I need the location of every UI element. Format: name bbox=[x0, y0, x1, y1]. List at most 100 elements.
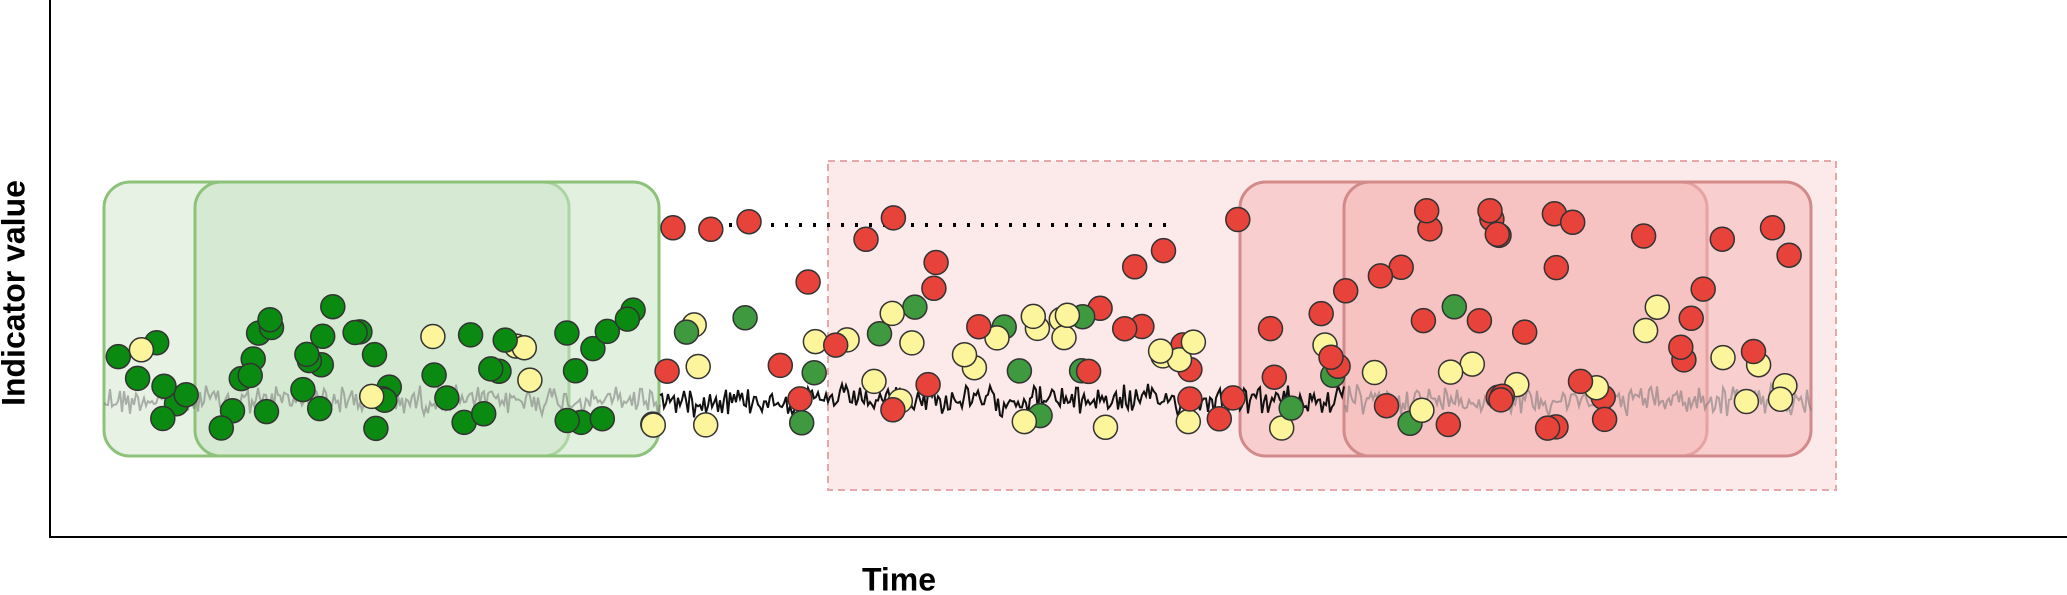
dot bbox=[1630, 223, 1657, 249]
dots bbox=[105, 197, 1802, 442]
dot bbox=[358, 383, 385, 410]
dot bbox=[1534, 415, 1561, 441]
dot bbox=[1011, 408, 1038, 435]
dot bbox=[1733, 388, 1760, 415]
dot bbox=[1477, 197, 1503, 224]
dot bbox=[1373, 392, 1400, 419]
dot bbox=[1668, 334, 1694, 360]
dot bbox=[1413, 197, 1440, 224]
dot bbox=[1020, 303, 1047, 330]
dot bbox=[984, 325, 1010, 351]
dot bbox=[237, 362, 263, 389]
dot bbox=[966, 313, 992, 340]
dot bbox=[1710, 344, 1736, 371]
dot bbox=[1690, 276, 1716, 302]
dot bbox=[1177, 386, 1203, 412]
dot bbox=[253, 398, 280, 425]
dot bbox=[554, 407, 580, 434]
dot bbox=[1678, 305, 1704, 332]
dot bbox=[1543, 254, 1570, 281]
dot bbox=[767, 352, 794, 379]
dot bbox=[736, 208, 762, 235]
dot bbox=[1367, 263, 1394, 289]
dot bbox=[787, 386, 813, 412]
dot bbox=[732, 305, 758, 331]
dot bbox=[1220, 385, 1246, 411]
dot bbox=[654, 358, 680, 384]
dot bbox=[1776, 242, 1802, 268]
dot bbox=[692, 412, 719, 438]
dot bbox=[923, 249, 949, 276]
dot bbox=[902, 294, 928, 320]
dot bbox=[1051, 324, 1077, 351]
dot bbox=[1075, 358, 1102, 385]
dot bbox=[1092, 414, 1119, 441]
dot bbox=[1409, 397, 1435, 424]
dot bbox=[342, 319, 368, 346]
dot bbox=[788, 410, 815, 436]
dot bbox=[589, 405, 616, 432]
dot bbox=[208, 415, 235, 441]
dot bbox=[853, 226, 879, 253]
dot bbox=[880, 397, 906, 423]
dot bbox=[1740, 338, 1767, 365]
dot bbox=[1644, 294, 1671, 320]
dot bbox=[1111, 315, 1138, 342]
dot bbox=[420, 323, 446, 350]
dot bbox=[698, 216, 724, 243]
dot bbox=[320, 293, 346, 320]
dot bbox=[1332, 278, 1359, 304]
dot bbox=[1441, 294, 1468, 320]
dot bbox=[470, 401, 497, 427]
dot bbox=[1054, 302, 1081, 329]
dot bbox=[640, 412, 667, 438]
dot bbox=[1121, 254, 1148, 280]
dot bbox=[306, 395, 333, 422]
red-window bbox=[1342, 180, 1813, 458]
dot bbox=[1150, 237, 1177, 264]
dot bbox=[434, 385, 460, 411]
dot bbox=[492, 327, 518, 353]
dot bbox=[1488, 387, 1514, 413]
dot bbox=[951, 341, 978, 368]
dot bbox=[801, 359, 827, 386]
dot bbox=[105, 343, 132, 370]
dot bbox=[1206, 406, 1233, 432]
dot bbox=[1437, 359, 1464, 385]
dot bbox=[1632, 317, 1659, 344]
dot bbox=[124, 365, 151, 392]
dot bbox=[1767, 386, 1794, 412]
dot bbox=[1484, 221, 1511, 248]
dot bbox=[1180, 329, 1207, 355]
x-axis-label: Time bbox=[862, 561, 936, 595]
dot bbox=[150, 405, 176, 432]
dot bbox=[363, 415, 389, 442]
dot bbox=[1308, 300, 1334, 327]
dot bbox=[457, 322, 484, 348]
dot bbox=[1591, 406, 1618, 433]
dot bbox=[294, 341, 320, 368]
dot bbox=[1567, 368, 1594, 395]
dot bbox=[1511, 319, 1538, 345]
dot bbox=[1759, 215, 1786, 241]
dot bbox=[594, 318, 621, 345]
dot bbox=[1257, 315, 1284, 342]
dot bbox=[478, 356, 504, 382]
dot bbox=[1709, 226, 1736, 252]
dot bbox=[1559, 209, 1586, 236]
dot bbox=[861, 368, 887, 395]
dot bbox=[554, 320, 580, 346]
dot bbox=[562, 358, 589, 384]
dot bbox=[673, 319, 700, 345]
dot bbox=[1147, 338, 1174, 364]
dot bbox=[915, 371, 941, 398]
dot bbox=[361, 341, 388, 368]
dot bbox=[1318, 344, 1344, 370]
dot bbox=[1459, 351, 1486, 377]
dot bbox=[309, 323, 336, 350]
dot bbox=[1261, 364, 1288, 390]
dot bbox=[517, 367, 543, 393]
dot bbox=[866, 320, 893, 347]
dot bbox=[1175, 408, 1202, 435]
